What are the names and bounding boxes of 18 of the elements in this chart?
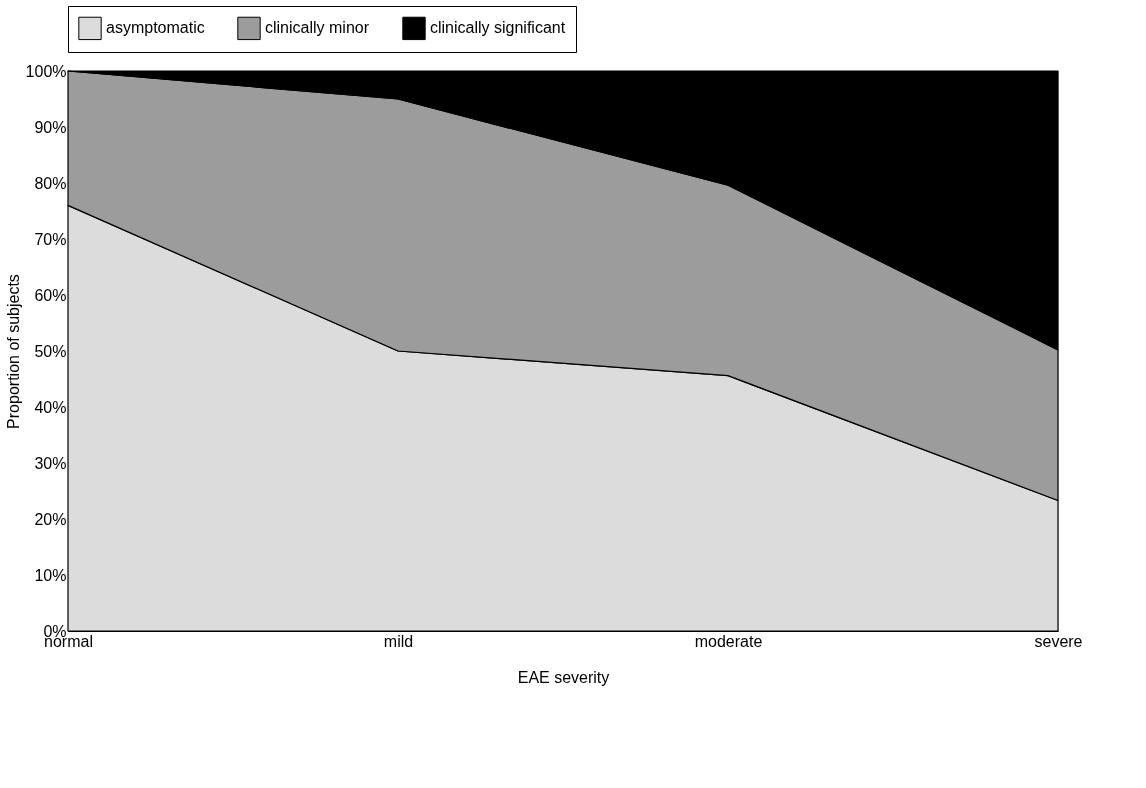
- y-axis-title: Proportion of subjects: [4, 274, 22, 429]
- x-tick-label: moderate: [694, 632, 763, 650]
- x-tick-label: severe: [1034, 632, 1083, 650]
- legend-label: asymptomatic: [106, 19, 205, 37]
- y-tick-label: 100%: [25, 62, 67, 80]
- y-tick-label: 10%: [34, 566, 67, 584]
- y-tick-label: 60%: [34, 286, 67, 304]
- x-axis-title: EAE severity: [517, 668, 610, 686]
- x-tick-label: mild: [383, 632, 414, 650]
- y-tick-label: 50%: [34, 342, 67, 360]
- y-tick-label: 40%: [34, 398, 67, 416]
- y-tick-label: 70%: [34, 230, 67, 248]
- legend-label: clinically minor: [265, 19, 370, 37]
- y-tick-label: 90%: [34, 118, 67, 136]
- y-tick-label: 80%: [34, 174, 67, 192]
- y-tick-label: 30%: [34, 454, 67, 472]
- y-tick-label: 20%: [34, 510, 67, 528]
- legend-label: clinically significant: [430, 19, 566, 37]
